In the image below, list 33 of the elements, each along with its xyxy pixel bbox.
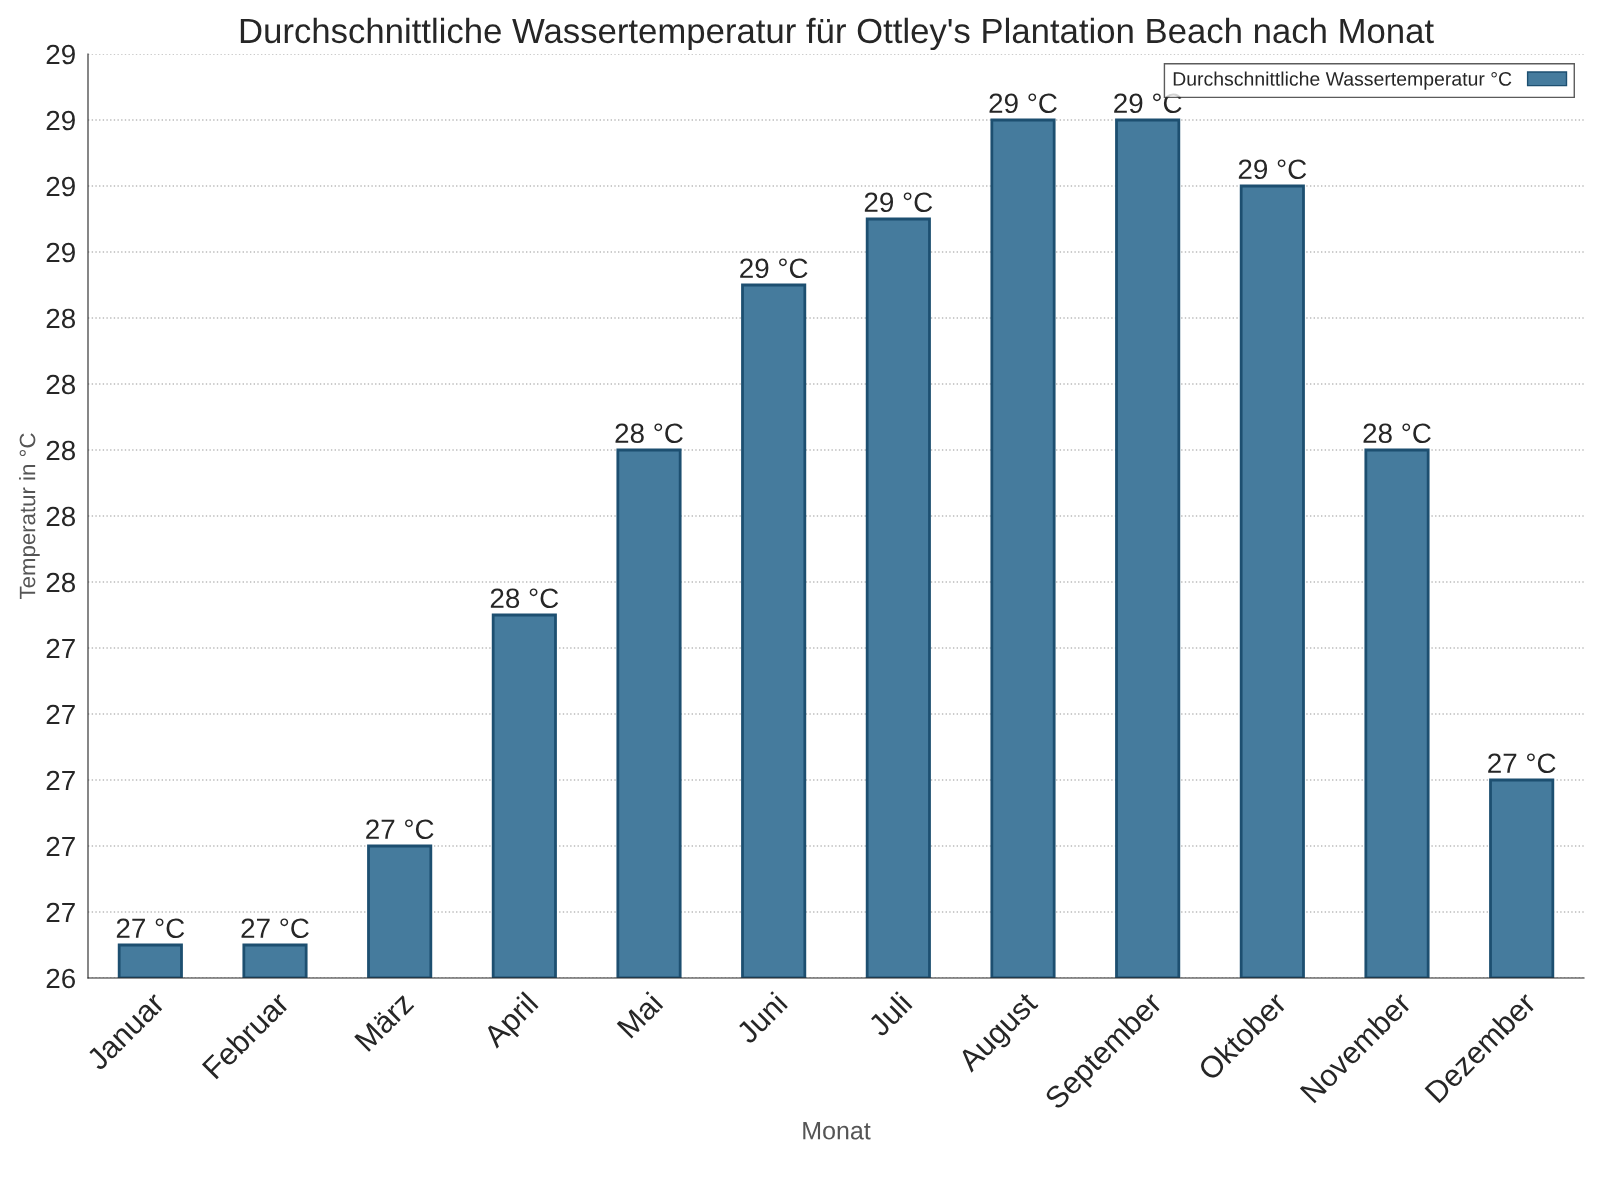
- data-label: 27 °C: [366, 819, 434, 840]
- y-tick-label: 27: [46, 902, 75, 923]
- y-tick-label: 29: [46, 110, 75, 131]
- y-axis-title: Temperatur in °C: [19, 433, 40, 599]
- y-tick-label: 27: [46, 638, 75, 659]
- data-label: 28 °C: [1363, 423, 1431, 444]
- x-tick-label: Mai: [615, 991, 664, 1039]
- data-label: 29 °C: [1114, 93, 1182, 114]
- y-tick-label: 28: [46, 374, 75, 395]
- x-tick-label: Juli: [866, 991, 913, 1038]
- x-axis-title: Monat: [803, 1122, 871, 1140]
- y-tick-label: 29: [46, 242, 75, 263]
- y-tick-label: 27: [46, 704, 75, 725]
- data-label: 29 °C: [740, 258, 808, 279]
- y-tick-label: 29: [46, 176, 75, 197]
- data-label: 29 °C: [864, 192, 933, 213]
- data-label: 28 °C: [615, 423, 683, 444]
- y-tick-label: 28: [46, 572, 75, 593]
- y-tick-label: 29: [46, 44, 75, 65]
- y-tick-label: 28: [46, 506, 75, 527]
- y-tick-label: 26: [46, 968, 75, 989]
- data-label: 29 °C: [989, 93, 1057, 114]
- data-label: 27 °C: [116, 918, 185, 939]
- data-label: 29 °C: [1238, 159, 1307, 180]
- y-tick-label: 28: [46, 440, 75, 461]
- y-tick-label: 27: [46, 770, 75, 791]
- y-tick-label: 28: [46, 308, 75, 329]
- data-label: 27 °C: [241, 918, 309, 939]
- data-label: 28 °C: [490, 588, 559, 609]
- legend-label: Durchschnittliche Wassertemperatur °C: [1173, 71, 1512, 90]
- y-tick-label: 27: [46, 836, 75, 857]
- chart-title: Durchschnittliche Wassertemperatur für Ottley's Plantation Beach nach Monat: [240, 17, 1434, 51]
- data-label: 27 °C: [1488, 753, 1556, 774]
